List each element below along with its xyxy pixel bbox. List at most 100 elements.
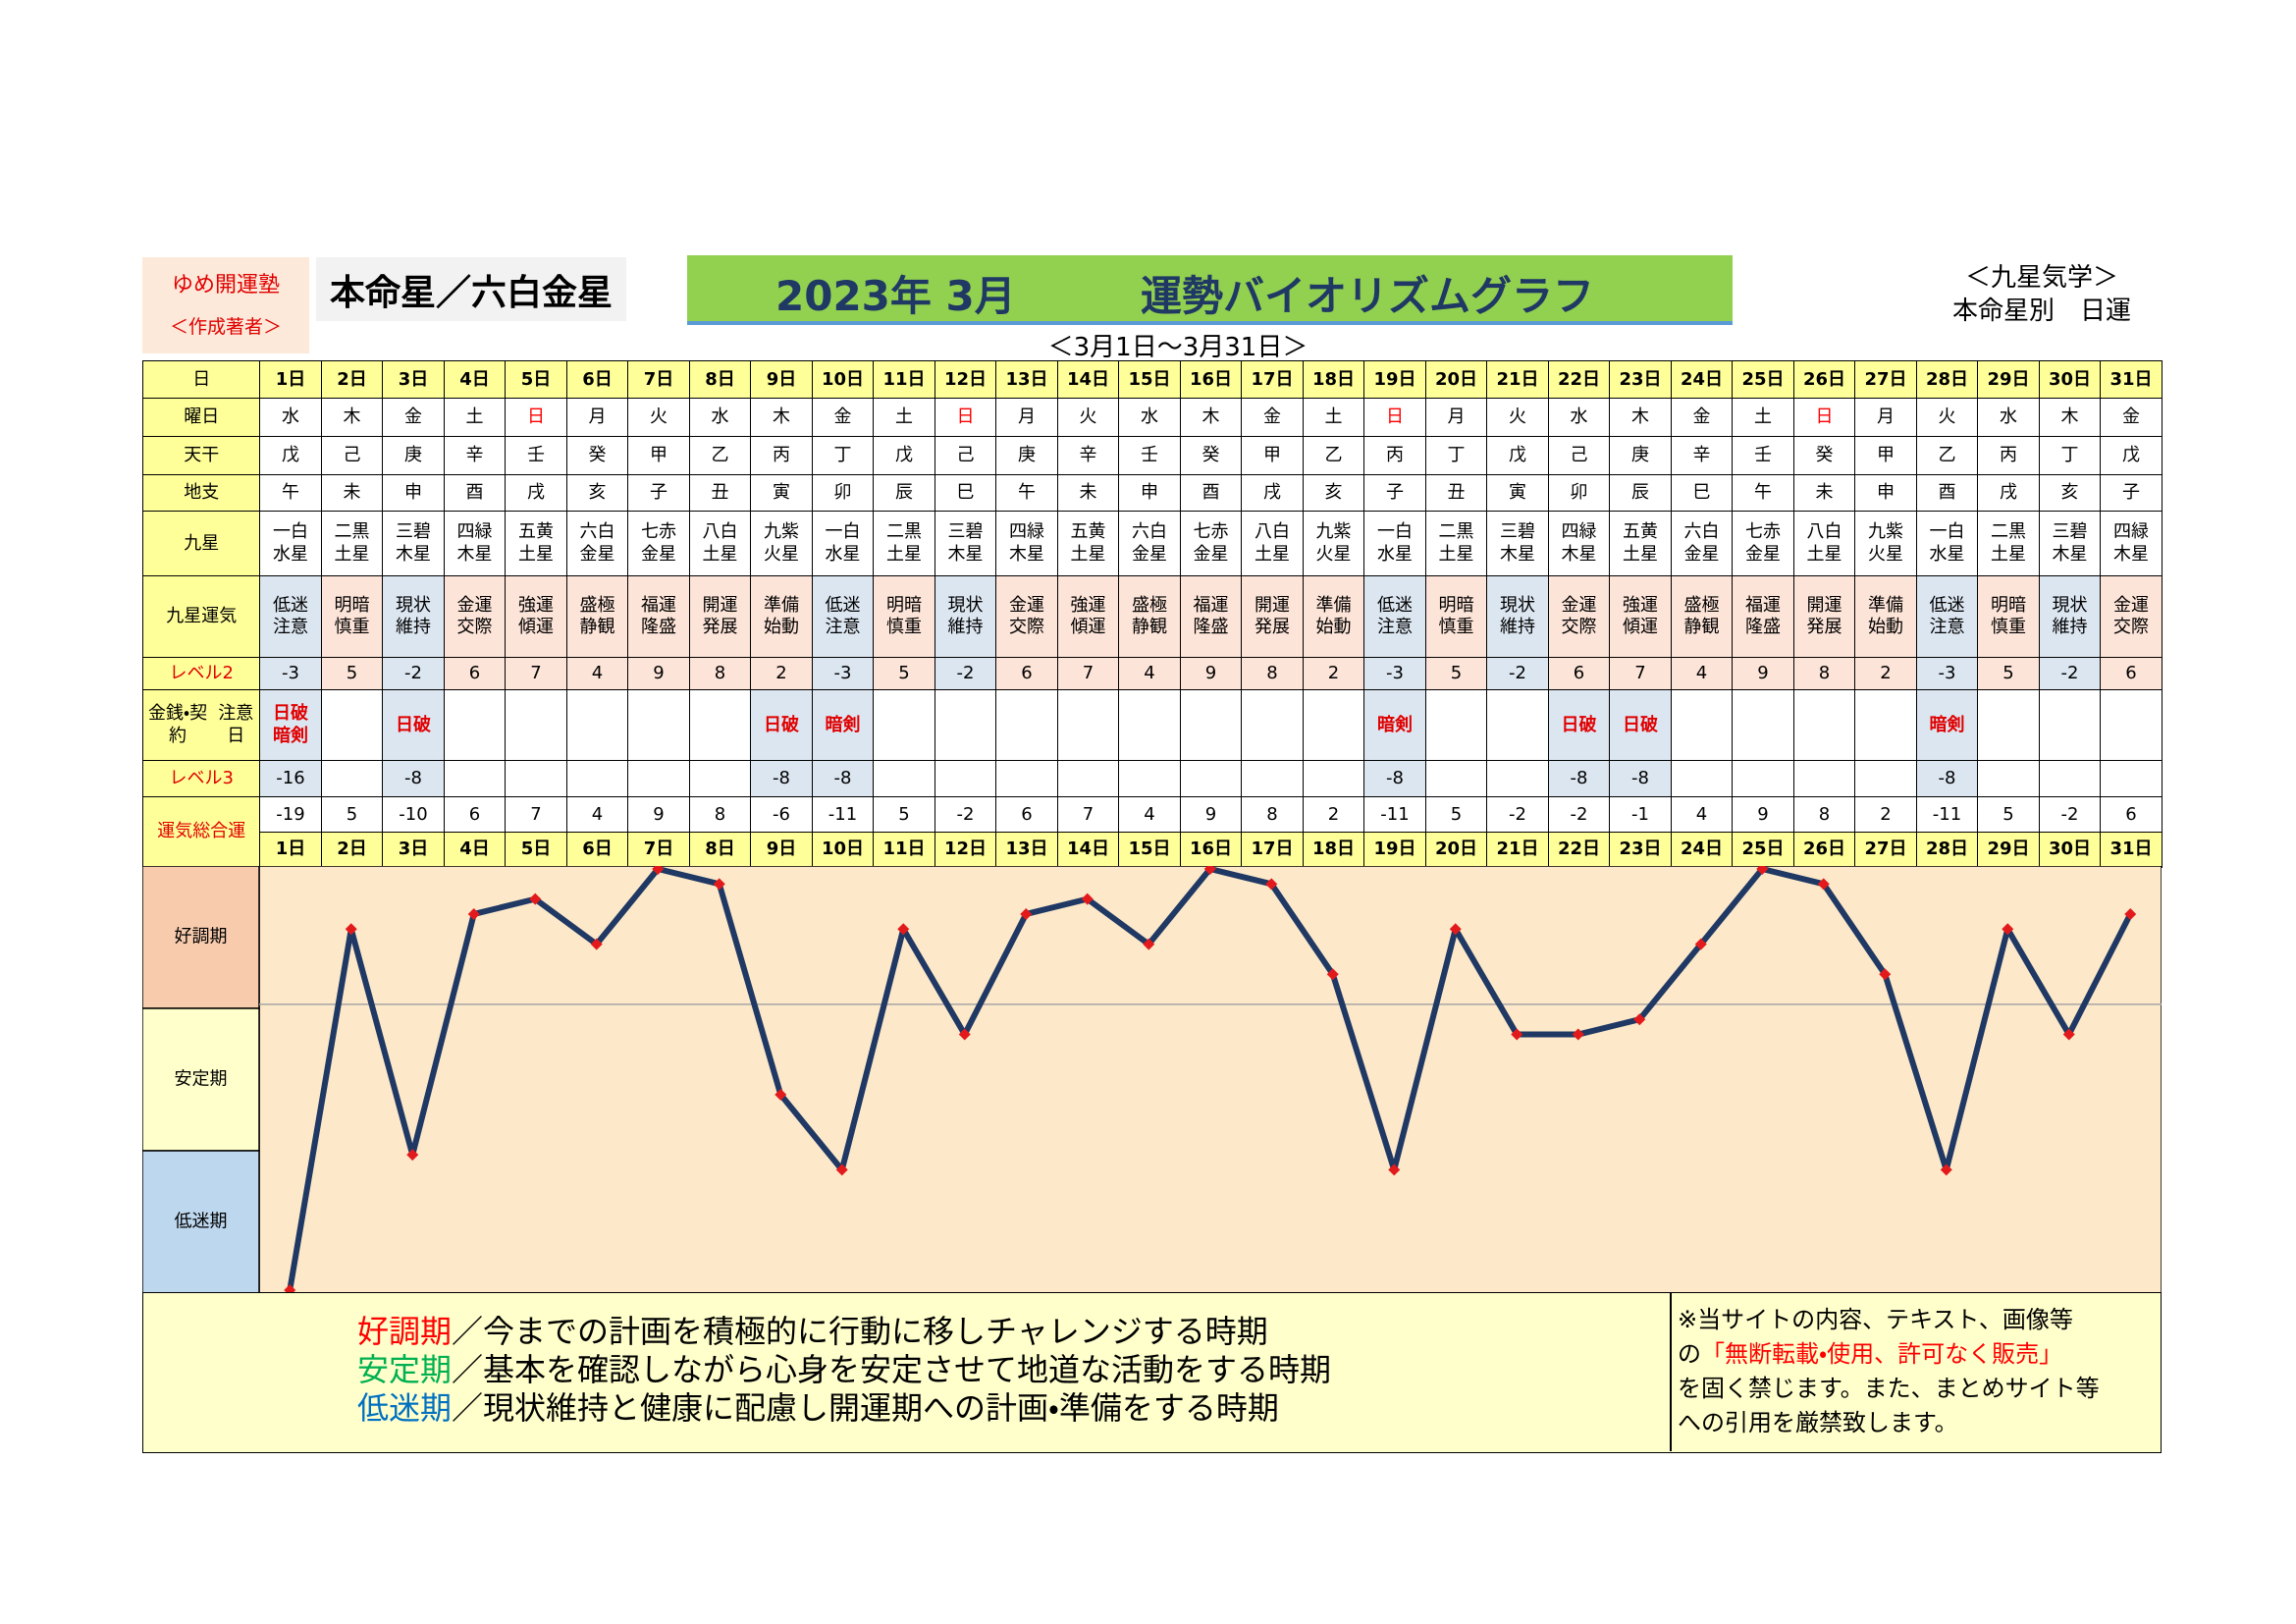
weekday: 水: [1141, 406, 1158, 427]
branch: 酉: [1938, 482, 1956, 503]
star: 一白水星: [825, 521, 861, 565]
row-label-line: レベル2: [169, 663, 234, 683]
day-cell: 24日: [1670, 360, 1734, 400]
stem: 乙: [711, 445, 729, 465]
star-cell: 四緑木星: [2100, 511, 2163, 577]
total-cell: 5: [873, 796, 935, 834]
branch: 申: [1877, 482, 1895, 503]
branch-cell: 酉: [1915, 474, 1979, 513]
stem: 己: [343, 445, 361, 465]
fortune: 現状維持: [1499, 594, 1535, 638]
branch-cell: 酉: [443, 474, 507, 513]
weekday-cell: 金: [1241, 398, 1304, 438]
fortune: 福運隆盛: [1193, 594, 1229, 638]
fortune: 低迷注意: [272, 594, 308, 638]
branch-cell: 戌: [1241, 474, 1304, 513]
level2: 9: [1757, 663, 1769, 683]
fortune-cell: 開運発展: [688, 575, 752, 659]
notice-line: の「無断転載・使用、許可なく販売」: [1678, 1337, 2100, 1372]
total-cell: 8: [688, 796, 752, 834]
caution-cell: [565, 689, 629, 762]
stem-cell: 庚: [382, 436, 445, 476]
day: 3日: [398, 839, 429, 859]
star: 五黄土星: [517, 521, 554, 565]
fortune-cell: 金運交際: [443, 575, 507, 659]
level2: 2: [1880, 663, 1892, 683]
day-cell: 28日: [1915, 360, 1979, 400]
branch-cell: 寅: [1486, 474, 1549, 513]
fortune-cell: 低迷注意: [811, 575, 875, 659]
marker: [1020, 907, 1033, 920]
branch: 卯: [833, 482, 852, 503]
day: 4日: [459, 839, 490, 859]
level3: -8: [1570, 768, 1588, 788]
system: ＜九星気学＞: [1964, 263, 2118, 293]
weekday: 土: [465, 406, 484, 427]
star-cell: 四緑木星: [443, 511, 507, 577]
day-cell: 13日: [995, 360, 1058, 400]
stem: 丙: [773, 445, 790, 465]
weekday-cell: 木: [750, 398, 813, 438]
level3-cell: [1977, 760, 2040, 798]
caution-cell: [1056, 689, 1120, 762]
title-date: 2023年 3月: [775, 272, 1016, 320]
fortune-cell: 開運発展: [1792, 575, 1856, 659]
row-label-line: 運気: [157, 821, 193, 841]
level3-cell: [565, 760, 629, 798]
notice: ※当サイトの内容、テキスト、画像等 の「無断転載・使用、許可なく販売」 を固く禁じま…: [1678, 1303, 2100, 1440]
star: 四緑木星: [1561, 521, 1597, 565]
branch-cell: 午: [995, 474, 1058, 513]
stem: 癸: [588, 445, 607, 465]
level2-cell: 6: [1547, 657, 1611, 691]
level3: -8: [1938, 768, 1956, 788]
notice-text: を固く禁じます。また、まとめサイト等: [1678, 1375, 2100, 1402]
star: 七赤金星: [640, 521, 676, 565]
day-cell: 18日: [1302, 360, 1365, 400]
caution-cell: 日破暗剣: [259, 689, 322, 762]
star: 四緑木星: [2112, 521, 2149, 565]
branch-cell: 巳: [1670, 474, 1734, 513]
level2-cell: -3: [1915, 657, 1979, 691]
weekday-cell: 木: [1609, 398, 1672, 438]
branch: 戌: [1263, 482, 1281, 503]
stem-cell: 癸: [1792, 436, 1856, 476]
level2-cell: -2: [2038, 657, 2102, 691]
star-cell: 五黄土星: [505, 511, 567, 577]
day-cell: 9日: [750, 360, 813, 400]
fortune-cell: 明暗慎重: [1424, 575, 1488, 659]
branch: 寅: [1509, 482, 1526, 503]
weekday-cell: 日: [1792, 398, 1856, 438]
fortune-cell: 準備始動: [1854, 575, 1917, 659]
branch-cell: 辰: [873, 474, 935, 513]
weekday-cell: 木: [320, 398, 384, 438]
level3-cell: [2038, 760, 2102, 798]
star-cell: 二黒土星: [873, 511, 935, 577]
weekday: 水: [282, 406, 299, 427]
fortune: 金運交際: [2112, 594, 2149, 638]
fortune: 明暗慎重: [1990, 594, 2026, 638]
stem: 丙: [1386, 445, 1404, 465]
total-cell: -6: [750, 796, 813, 834]
day-cell: 13日: [995, 832, 1058, 868]
weekday-cell: 月: [1424, 398, 1488, 438]
fortune-cell: 現状維持: [1486, 575, 1549, 659]
total: -1: [1631, 803, 1649, 825]
stem-cell: 壬: [1118, 436, 1181, 476]
day-cell: 5日: [505, 360, 567, 400]
branch-cell: 子: [627, 474, 690, 513]
star-cell: 三碧木星: [934, 511, 997, 577]
level2-cell: -2: [934, 657, 997, 691]
level3-cell: [1792, 760, 1856, 798]
caution-cell: [1241, 689, 1304, 762]
day: 27日: [1864, 368, 1907, 390]
day: 12日: [943, 839, 988, 859]
fortune: 金運交際: [1008, 594, 1044, 638]
fortune-cell: 金運交際: [2100, 575, 2163, 659]
day: 16日: [1189, 368, 1233, 390]
branch-cell: 巳: [934, 474, 997, 513]
day: 22日: [1557, 368, 1601, 390]
stem: 乙: [1324, 445, 1343, 465]
band: [142, 866, 260, 1009]
branch-cell: 辰: [1609, 474, 1672, 513]
branch: 寅: [773, 482, 790, 503]
